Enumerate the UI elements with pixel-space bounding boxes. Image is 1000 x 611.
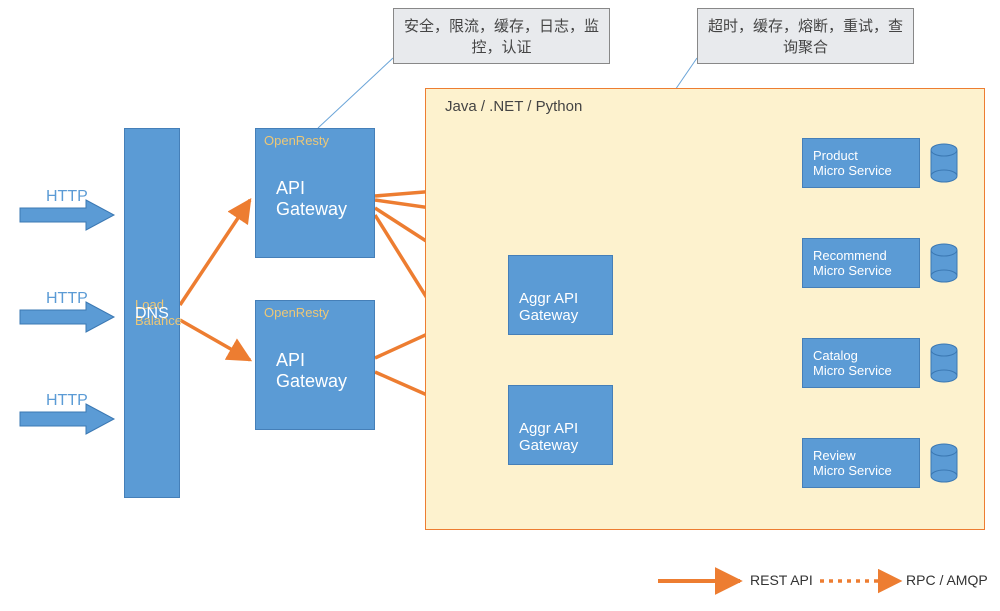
aggr-gateway-top: Aggr API Gateway — [508, 255, 613, 335]
catalog-l2: Micro Service — [813, 363, 909, 378]
api-gateway-top-line2: Gateway — [276, 199, 364, 220]
review-l1: Review — [813, 448, 909, 463]
aggr-top-line2: Gateway — [519, 307, 602, 324]
api-gateway-bottom-line2: Gateway — [276, 371, 364, 392]
catalog-db-icon — [930, 343, 958, 383]
api-gateway-bottom: OpenResty API Gateway — [255, 300, 375, 430]
api-gateway-top-title: OpenResty — [264, 133, 329, 148]
aggr-bot-line2: Gateway — [519, 437, 602, 454]
api-gateway-top-line1: API — [276, 178, 364, 199]
http-label-2: HTTP — [46, 290, 88, 308]
catalog-l1: Catalog — [813, 348, 909, 363]
http-label-3: HTTP — [46, 392, 88, 410]
callout-aggr-concerns: 超时，缓存，熔断，重试，查询聚合 — [697, 8, 914, 64]
catalog-service: Catalog Micro Service — [802, 338, 920, 388]
recommend-l2: Micro Service — [813, 263, 909, 278]
review-service: Review Micro Service — [802, 438, 920, 488]
product-service: Product Micro Service — [802, 138, 920, 188]
dns-label: DNS — [135, 305, 169, 323]
callout-gateway-concerns: 安全，限流，缓存，日志，监控，认证 — [393, 8, 610, 64]
api-gateway-top: OpenResty API Gateway — [255, 128, 375, 258]
legend-rpc: RPC / AMQP — [906, 572, 988, 588]
aggr-bot-line1: Aggr API — [519, 420, 602, 437]
product-db-icon — [930, 143, 958, 183]
load-balance-node: Load Balance DNS — [124, 128, 180, 498]
legend-rest: REST API — [750, 572, 813, 588]
review-db-icon — [930, 443, 958, 483]
recommend-db-icon — [930, 243, 958, 283]
aggr-gateway-bottom: Aggr API Gateway — [508, 385, 613, 465]
product-l1: Product — [813, 148, 909, 163]
recommend-service: Recommend Micro Service — [802, 238, 920, 288]
http-label-1: HTTP — [46, 188, 88, 206]
aggr-top-line1: Aggr API — [519, 290, 602, 307]
api-gateway-bottom-title: OpenResty — [264, 305, 329, 320]
product-l2: Micro Service — [813, 163, 909, 178]
recommend-l1: Recommend — [813, 248, 909, 263]
review-l2: Micro Service — [813, 463, 909, 478]
api-gateway-bottom-line1: API — [276, 350, 364, 371]
runtime-container-label: Java / .NET / Python — [445, 98, 582, 115]
